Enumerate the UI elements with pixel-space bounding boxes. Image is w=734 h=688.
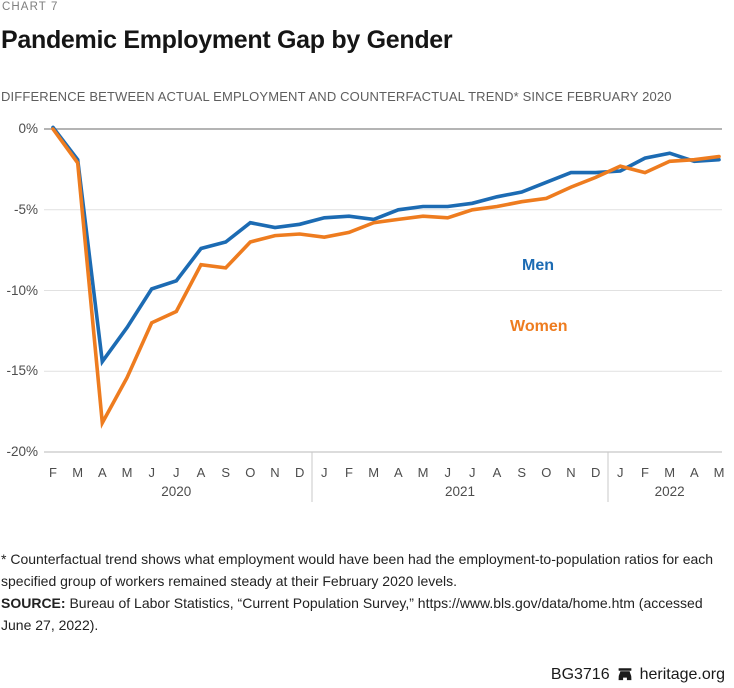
month-tick-label: J <box>617 465 624 480</box>
page-title: Pandemic Employment Gap by Gender <box>1 26 453 54</box>
month-tick-label: J <box>321 465 328 480</box>
chart-plot <box>44 125 722 502</box>
year-label: 2020 <box>161 484 192 499</box>
liberty-bell-icon <box>618 668 632 681</box>
men-line <box>51 125 721 367</box>
month-tick-label: M <box>713 465 725 480</box>
month-tick-label: A <box>393 465 403 480</box>
month-tick-label: S <box>221 465 231 480</box>
men-series-label: Men <box>522 257 554 274</box>
month-tick-label: O <box>541 465 552 480</box>
y-axis-tick-label: -20% <box>6 444 38 459</box>
y-axis-tick-label: -15% <box>6 363 38 378</box>
month-tick-label: J <box>444 465 451 480</box>
y-axis-tick-label: -5% <box>13 202 38 217</box>
chart-footnotes: * Counterfactual trend shows what employ… <box>1 548 731 636</box>
report-id: BG3716 <box>550 666 610 683</box>
month-tick-label: N <box>270 465 280 480</box>
women-line <box>51 127 721 429</box>
month-tick-label: F <box>345 465 353 480</box>
month-tick-label: A <box>196 465 206 480</box>
month-tick-label: D <box>294 465 305 480</box>
month-tick-label: J <box>148 465 155 480</box>
source-label: SOURCE: <box>1 595 66 611</box>
month-tick-label: J <box>173 465 180 480</box>
y-axis-tick-label: 0% <box>18 121 38 136</box>
month-tick-label: F <box>641 465 649 480</box>
month-tick-label: O <box>245 465 256 480</box>
women-series-label: Women <box>510 318 568 335</box>
month-tick-label: A <box>492 465 502 480</box>
site-credit: heritage.org <box>639 666 725 683</box>
chart-number-kicker: CHART 7 <box>2 1 59 13</box>
y-axis-tick-label: -10% <box>6 283 38 298</box>
month-tick-label: F <box>49 465 57 480</box>
brand-row: BG3716 heritage.org <box>551 665 725 685</box>
source-line: SOURCE: Bureau of Labor Statistics, “Cur… <box>1 592 731 636</box>
month-tick-label: J <box>469 465 476 480</box>
year-label: 2021 <box>444 484 476 499</box>
month-tick-label: N <box>566 465 576 480</box>
month-tick-label: A <box>97 465 107 480</box>
month-tick-label: A <box>689 465 699 480</box>
footnote-text: * Counterfactual trend shows what employ… <box>1 551 714 589</box>
month-tick-label: M <box>664 465 676 480</box>
year-label: 2022 <box>654 484 685 499</box>
month-tick-label: M <box>72 465 84 480</box>
chart-subtitle: DIFFERENCE BETWEEN ACTUAL EMPLOYMENT AND… <box>1 89 672 104</box>
month-tick-label: S <box>517 465 527 480</box>
month-tick-label: M <box>121 465 133 480</box>
source-text: Bureau of Labor Statistics, “Current Pop… <box>1 595 703 633</box>
month-tick-label: M <box>417 465 429 480</box>
month-tick-label: M <box>368 465 380 480</box>
month-tick-label: D <box>590 465 601 480</box>
